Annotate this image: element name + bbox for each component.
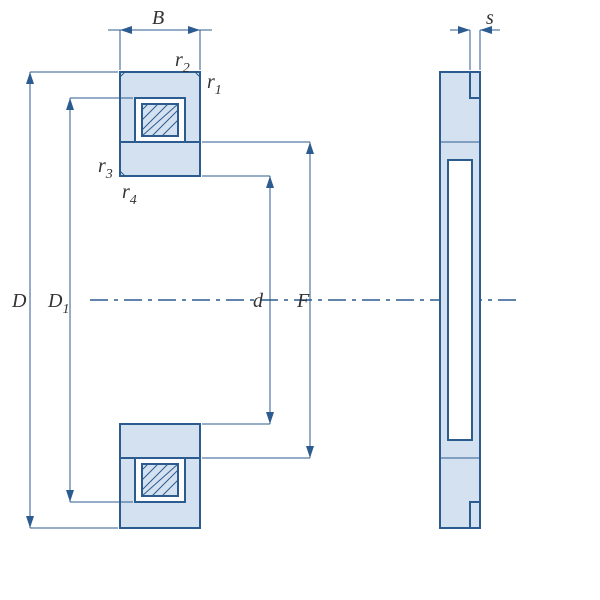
label-F: F (296, 290, 310, 312)
labels-group: D D1 d F B s r1 r2 r3 r4 (11, 7, 494, 317)
dimensions (26, 26, 500, 528)
label-r3: r3 (98, 155, 113, 182)
label-r1: r1 (207, 71, 222, 98)
label-D1: D1 (47, 290, 69, 317)
right-side-view (440, 72, 480, 528)
label-s: s (486, 7, 494, 29)
label-d: d (253, 290, 264, 312)
label-D: D (11, 290, 27, 312)
label-B: B (152, 7, 164, 29)
bearing-diagram: D D1 d F B s r1 r2 r3 r4 (0, 0, 600, 600)
label-r4: r4 (122, 181, 137, 208)
